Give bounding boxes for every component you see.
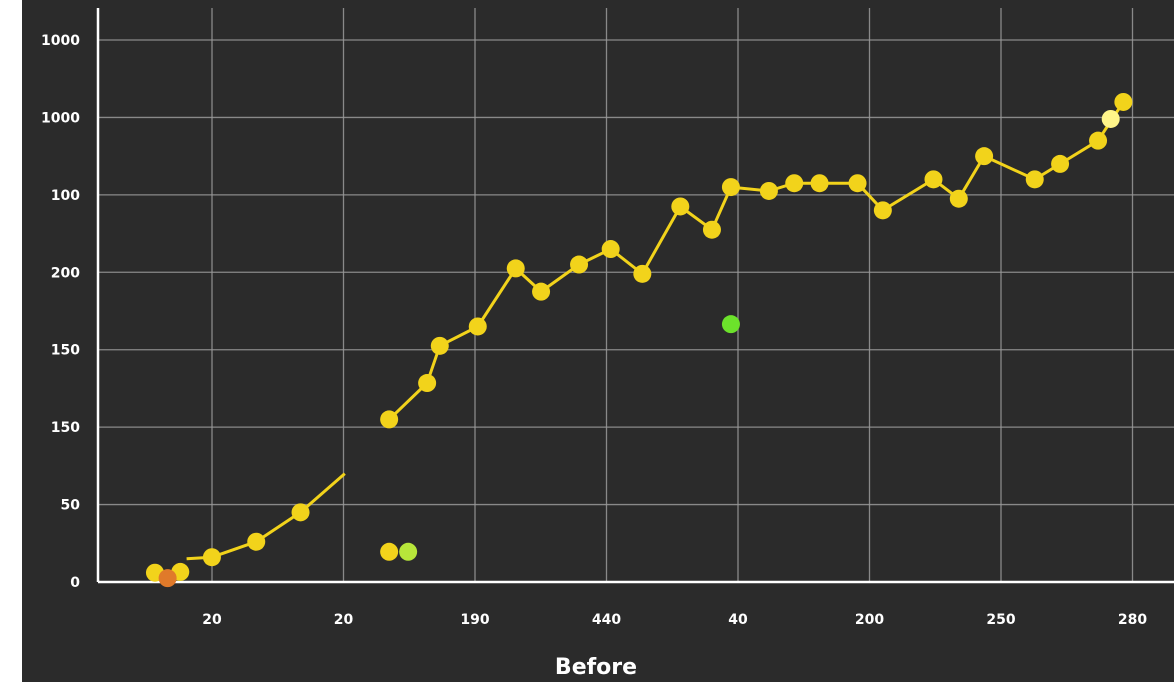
data-point	[810, 174, 829, 193]
data-point	[949, 189, 968, 208]
y-tick-label: 200	[51, 265, 80, 281]
x-tick-label: 250	[986, 612, 1015, 628]
data-point	[202, 548, 221, 567]
data-point	[468, 317, 487, 336]
data-point	[1089, 131, 1108, 150]
series-line	[186, 472, 346, 561]
y-tick-label: 0	[70, 575, 80, 591]
x-tick-labels: 20 20 190 440 40 200 250 280	[202, 612, 1147, 628]
data-point	[380, 410, 399, 429]
data-point	[1101, 109, 1120, 128]
data-point	[532, 282, 551, 301]
x-tick-label: 20	[334, 612, 354, 628]
data-point	[785, 174, 804, 193]
axes	[96, 8, 1174, 584]
data-point	[570, 255, 589, 274]
x-tick-label: 40	[728, 612, 748, 628]
data-point	[721, 315, 740, 334]
data-point	[430, 336, 449, 355]
y-tick-label: 100	[51, 188, 80, 204]
data-point	[975, 147, 994, 166]
y-tick-label: 50	[61, 498, 81, 514]
series-line	[388, 101, 1125, 421]
data-point	[158, 569, 177, 588]
data-point	[848, 174, 867, 193]
y-tick-label: 150	[51, 343, 80, 359]
data-point	[380, 542, 399, 561]
data-point	[506, 259, 525, 278]
y-tick-label: 150	[51, 420, 80, 436]
x-tick-label: 280	[1118, 612, 1147, 628]
data-point	[721, 178, 740, 197]
data-point	[759, 181, 778, 200]
extra-points	[158, 109, 1120, 588]
data-point	[399, 542, 418, 561]
data-point	[1051, 154, 1070, 173]
x-tick-label: 440	[592, 612, 621, 628]
x-tick-label: 20	[202, 612, 222, 628]
data-point	[418, 374, 437, 393]
data-point	[924, 170, 943, 189]
x-axis-title: Before	[555, 655, 637, 680]
y-tick-label: 1000	[41, 110, 80, 126]
x-tick-label: 200	[855, 612, 884, 628]
data-point	[702, 220, 721, 239]
data-point	[1025, 170, 1044, 189]
y-tick-label: 1000	[41, 33, 80, 49]
gridlines	[98, 8, 1174, 582]
data-point	[291, 503, 310, 522]
y-tick-labels: 0 50 150 150 200 100 1000 1000	[41, 33, 80, 591]
data-point	[1114, 92, 1133, 111]
data-point	[601, 240, 620, 259]
data-point	[247, 532, 266, 551]
data-point	[873, 201, 892, 220]
data-point	[671, 197, 690, 216]
chart: 0 50 150 150 200 100 1000 1000 20 20 190 440 40 200 2…	[22, 0, 1174, 682]
data-point	[633, 264, 652, 283]
x-tick-label: 190	[460, 612, 489, 628]
series	[145, 92, 1133, 582]
